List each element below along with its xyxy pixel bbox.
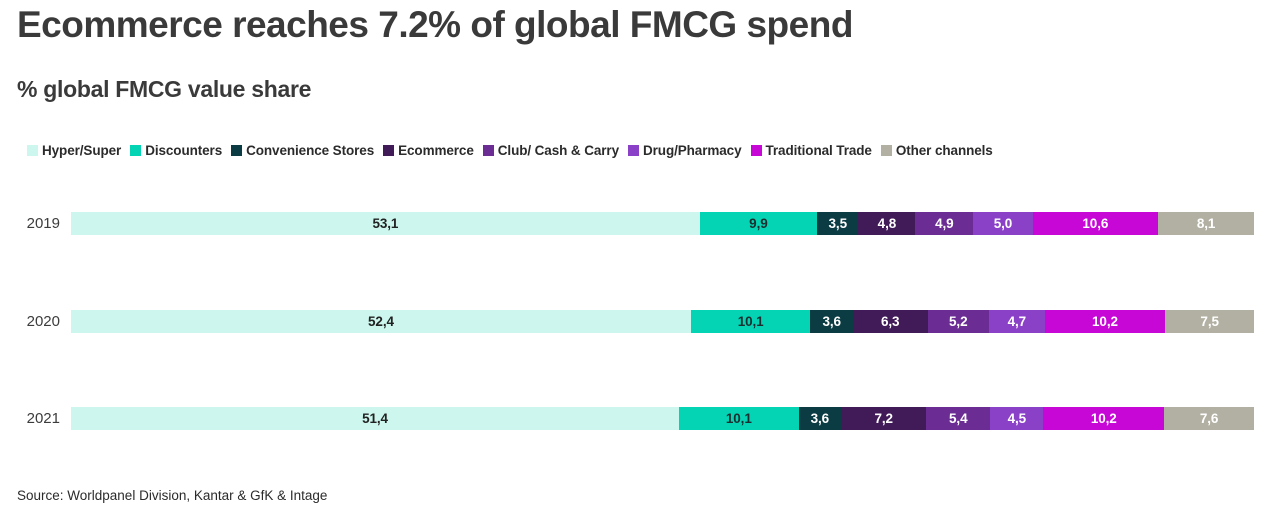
year-label: 2019 [26, 215, 60, 232]
legend-swatch-icon [750, 145, 762, 156]
bar-segment: 10,2 [1043, 407, 1165, 430]
bar-segment: 3,6 [810, 310, 853, 333]
legend-item: Club/ Cash & Carry [482, 143, 619, 158]
legend-swatch-icon [130, 145, 142, 156]
page-title: Ecommerce reaches 7.2% of global FMCG sp… [17, 4, 853, 45]
segment-value-label: 3,6 [810, 411, 830, 426]
legend-swatch-icon [482, 145, 494, 156]
bar-row: 2019 53,1 9,9 3,5 4,8 4,9 5,0 10,6 8,1 [0, 212, 1255, 235]
segment-value-label: 7,2 [874, 411, 893, 426]
legend-item: Other channels [880, 143, 993, 158]
bar-row: 2020 52,4 10,1 3,6 6,3 5,2 4,7 10,2 7,5 [0, 310, 1254, 333]
segment-value-label: 10,1 [725, 411, 752, 426]
bar-segment: 7,2 [841, 407, 927, 430]
year-label: 2020 [26, 313, 60, 330]
bar-segment: 51,4 [71, 407, 680, 430]
segment-value-label: 52,4 [368, 314, 394, 329]
legend-label: Discounters [145, 143, 223, 158]
stacked-bar: 51,4 10,1 3,6 7,2 5,4 4,5 10,2 7,6 [71, 407, 1254, 430]
bar-segment: 7,5 [1165, 310, 1254, 333]
bar-segment: 53,1 [71, 212, 700, 235]
segment-value-label: 4,5 [1007, 411, 1027, 426]
legend-label: Ecommerce [398, 143, 474, 158]
legend-item: Convenience Stores [231, 143, 374, 158]
chart-legend: Hyper/Super Discounters Convenience Stores… [27, 143, 993, 158]
source-note: Source: Worldpanel Division, Kantar & Gf… [17, 488, 328, 503]
segment-value-label: 10,2 [1092, 314, 1118, 329]
segment-value-label: 5,2 [949, 314, 968, 329]
legend-item: Traditional Trade [750, 143, 872, 158]
bar-segment: 10,6 [1032, 212, 1159, 235]
bar-segment: 4,8 [858, 212, 916, 235]
segment-value-label: 4,7 [1007, 314, 1027, 329]
legend-swatch-icon [231, 145, 243, 156]
segment-value-label: 5,4 [949, 411, 968, 426]
segment-value-label: 53,1 [372, 216, 399, 231]
segment-value-label: 10,2 [1090, 411, 1117, 426]
segment-value-label: 6,3 [881, 314, 900, 329]
legend-swatch-icon [880, 145, 892, 156]
stacked-bar: 52,4 10,1 3,6 6,3 5,2 4,7 10,2 7,5 [71, 310, 1254, 333]
bar-segment: 9,9 [699, 212, 818, 235]
legend-label: Convenience Stores [246, 143, 375, 158]
bar-segment: 3,5 [817, 212, 859, 235]
legend-item: Discounters [130, 143, 222, 158]
segment-value-label: 3,5 [828, 216, 848, 231]
legend-label: Other channels [895, 143, 993, 158]
segment-value-label: 8,1 [1196, 216, 1216, 231]
bar-segment: 10,1 [679, 407, 799, 430]
segment-value-label: 5,0 [993, 216, 1013, 231]
bar-segment: 10,1 [690, 310, 811, 333]
bar-segment: 5,2 [927, 310, 990, 333]
chart-subtitle: % global FMCG value share [17, 76, 312, 102]
bar-row: 2021 51,4 10,1 3,6 7,2 5,4 4,5 10,2 7,6 [0, 407, 1254, 430]
legend-label: Traditional Trade [765, 143, 872, 158]
bar-segment: 52,4 [71, 310, 691, 333]
bar-segment: 4,5 [990, 407, 1044, 430]
segment-value-label: 10,1 [737, 314, 764, 329]
legend-swatch-icon [628, 145, 639, 156]
legend-swatch-icon [27, 145, 38, 156]
bar-segment: 5,4 [926, 407, 991, 430]
segment-value-label: 9,9 [749, 216, 768, 231]
segment-value-label: 4,9 [935, 216, 954, 231]
bar-segment: 7,6 [1164, 407, 1254, 430]
bar-segment: 4,7 [989, 310, 1045, 333]
year-label: 2021 [26, 410, 60, 427]
segment-value-label: 3,6 [822, 314, 841, 329]
stacked-bar: 53,1 9,9 3,5 4,8 4,9 5,0 10,6 8,1 [71, 212, 1255, 235]
segment-value-label: 7,5 [1200, 314, 1219, 329]
segment-value-label: 51,4 [362, 411, 388, 426]
bar-segment: 6,3 [852, 310, 928, 333]
segment-value-label: 7,6 [1199, 411, 1219, 426]
bar-segment: 3,6 [798, 407, 842, 430]
bar-segment: 4,9 [915, 212, 974, 235]
segment-value-label: 10,6 [1082, 216, 1109, 231]
bar-segment: 8,1 [1158, 212, 1255, 235]
legend-item: Hyper/Super [27, 143, 121, 158]
legend-label: Drug/Pharmacy [643, 143, 742, 158]
bar-segment: 5,0 [973, 212, 1033, 235]
legend-label: Club/ Cash & Carry [497, 143, 619, 158]
legend-swatch-icon [383, 145, 395, 156]
legend-item: Drug/Pharmacy [628, 143, 742, 158]
bar-segment: 10,2 [1044, 310, 1166, 333]
segment-value-label: 4,8 [877, 216, 897, 231]
legend-label: Hyper/Super [42, 143, 122, 158]
legend-item: Ecommerce [383, 143, 474, 158]
